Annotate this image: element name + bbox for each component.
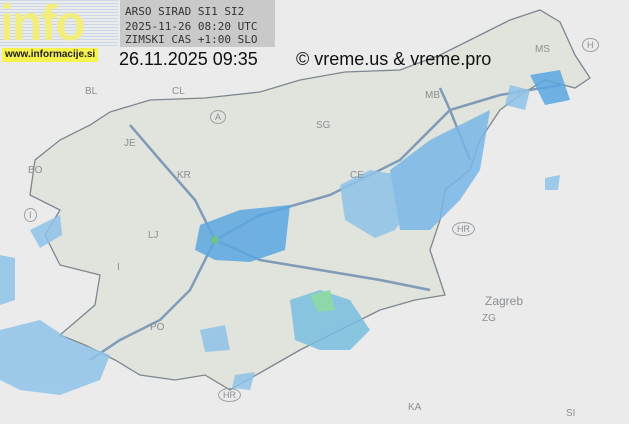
country-label-austria: A [210, 110, 227, 124]
map-label: CE [350, 170, 364, 181]
copyright: © vreme.us & vreme.pro [296, 49, 492, 69]
map-label: JE [124, 138, 136, 149]
map-label: LJ [148, 230, 159, 241]
map-label-zagreb: Zagreb [485, 294, 524, 308]
ljubljana-marker [211, 236, 219, 244]
informacije-link[interactable]: www.informacije.si [2, 48, 99, 62]
map-label: MB [425, 90, 440, 101]
map-label: SI [566, 408, 576, 419]
map-label: MS [535, 44, 550, 55]
map-label: I [117, 262, 120, 273]
country-label-croatia: HR [218, 388, 241, 402]
map-label: BO [28, 165, 43, 176]
local-timestamp: 26.11.2025 09:35 [119, 49, 258, 69]
radar-source: ARSO SIRAD SI1 SI2 [125, 5, 245, 18]
radar-time-utc: 2025-11-26 08:20 UTC [125, 20, 258, 33]
country-label-hungary: H [582, 38, 599, 52]
map-label: CL [172, 86, 185, 97]
radar-echoes [0, 70, 570, 395]
radar-timezone: ZIMSKI CAS +1:00 SLO [125, 33, 258, 46]
map-label: KA [408, 402, 422, 413]
country-label-italy: I [24, 208, 37, 222]
radar-info-panel: ARSO SIRAD SI1 SI2 2025-11-26 08:20 UTC … [120, 0, 275, 47]
map-label: BL [85, 86, 98, 97]
info-logo: info [0, 0, 118, 46]
map-label: SG [316, 120, 331, 131]
map-label: KR [177, 170, 191, 181]
map-label: PO [150, 322, 165, 333]
country-label-croatia: HR [452, 222, 475, 236]
map-label: ZG [482, 313, 496, 324]
